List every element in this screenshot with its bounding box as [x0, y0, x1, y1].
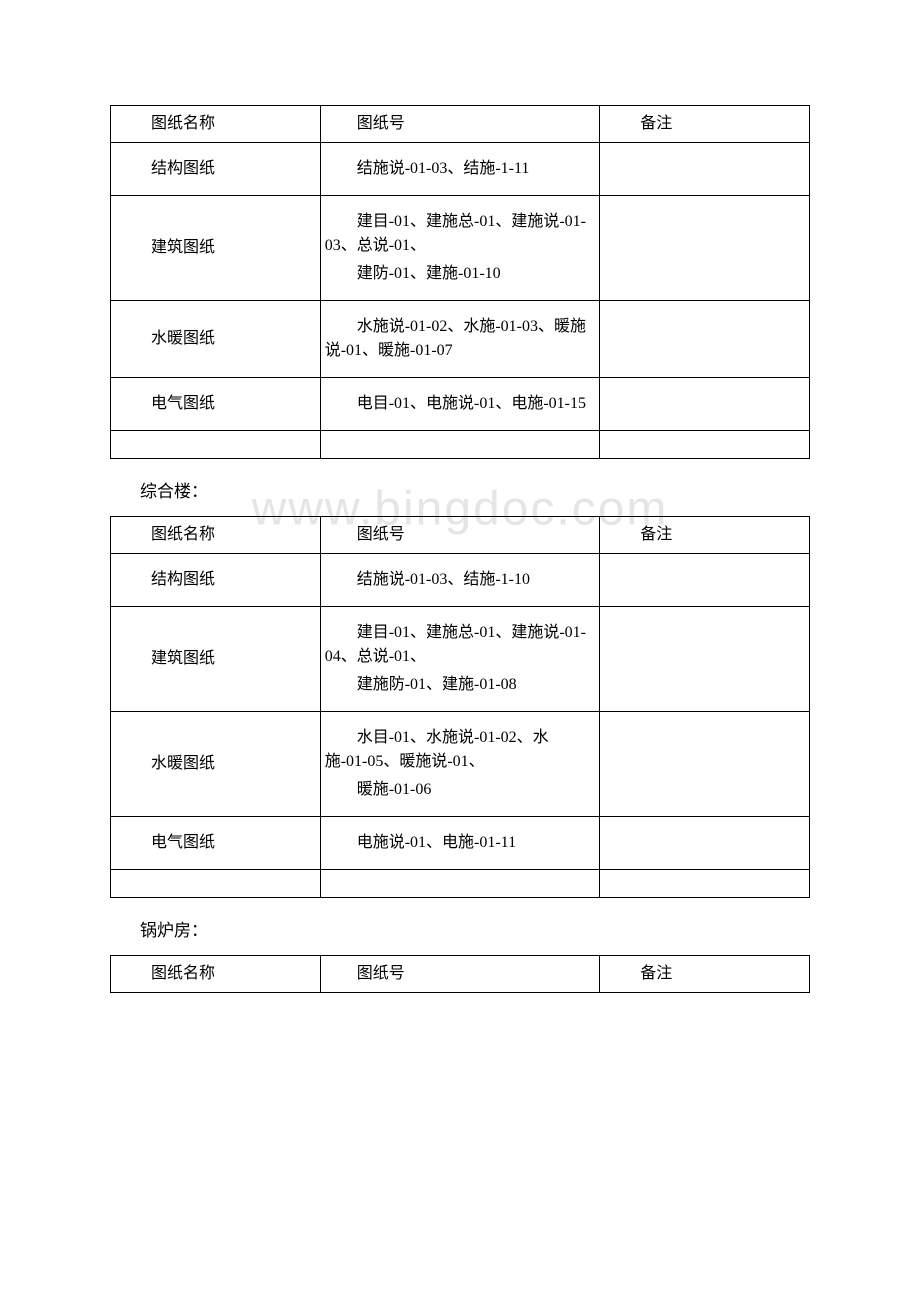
cell-number: 结施说-01-03、结施-1-10	[320, 554, 600, 607]
header-note: 备注	[600, 956, 810, 993]
cell-name: 结构图纸	[111, 143, 321, 196]
number-line: 水施说-01-02、水施-01-03、暖施说-01、暖施-01-07	[325, 315, 592, 363]
table-row: 水暖图纸 水施说-01-02、水施-01-03、暖施说-01、暖施-01-07	[111, 301, 810, 378]
cell-number: 电施说-01、电施-01-11	[320, 817, 600, 870]
number-line: 结施说-01-03、结施-1-11	[325, 157, 592, 181]
cell-number: 结施说-01-03、结施-1-11	[320, 143, 600, 196]
table-row: 电气图纸 电目-01、电施说-01、电施-01-15	[111, 378, 810, 431]
header-number: 图纸号	[320, 106, 600, 143]
header-number: 图纸号	[320, 956, 600, 993]
number-line: 建防-01、建施-01-10	[325, 262, 592, 286]
cell-empty	[111, 870, 321, 898]
number-line: 结施说-01-03、结施-1-10	[325, 568, 592, 592]
table-empty-row	[111, 431, 810, 459]
cell-name: 结构图纸	[111, 554, 321, 607]
cell-number: 水目-01、水施说-01-02、水施-01-05、暖施说-01、 暖施-01-0…	[320, 712, 600, 817]
cell-note	[600, 817, 810, 870]
cell-name: 建筑图纸	[111, 607, 321, 712]
header-name: 图纸名称	[111, 106, 321, 143]
cell-name: 电气图纸	[111, 378, 321, 431]
cell-empty	[600, 870, 810, 898]
cell-number: 建目-01、建施总-01、建施说-01-04、总说-01、 建施防-01、建施-…	[320, 607, 600, 712]
page-content: 图纸名称 图纸号 备注 结构图纸 结施说-01-03、结施-1-11 建筑图纸 …	[110, 105, 810, 993]
table-row: 水暖图纸 水目-01、水施说-01-02、水施-01-05、暖施说-01、 暖施…	[111, 712, 810, 817]
table-row: 结构图纸 结施说-01-03、结施-1-11	[111, 143, 810, 196]
cell-note	[600, 554, 810, 607]
drawings-table-3: 图纸名称 图纸号 备注	[110, 955, 810, 993]
header-note: 备注	[600, 517, 810, 554]
cell-name: 水暖图纸	[111, 712, 321, 817]
cell-number: 水施说-01-02、水施-01-03、暖施说-01、暖施-01-07	[320, 301, 600, 378]
number-line: 建施防-01、建施-01-08	[325, 673, 592, 697]
number-line: 建目-01、建施总-01、建施说-01-04、总说-01、	[325, 621, 592, 669]
table-header-row: 图纸名称 图纸号 备注	[111, 106, 810, 143]
header-name: 图纸名称	[111, 956, 321, 993]
cell-note	[600, 143, 810, 196]
number-line: 建目-01、建施总-01、建施说-01-03、总说-01、	[325, 210, 592, 258]
table-row: 结构图纸 结施说-01-03、结施-1-10	[111, 554, 810, 607]
cell-note	[600, 378, 810, 431]
table-header-row: 图纸名称 图纸号 备注	[111, 517, 810, 554]
cell-empty	[320, 870, 600, 898]
section-title-3: 锅炉房：	[110, 916, 810, 941]
cell-name: 电气图纸	[111, 817, 321, 870]
table-row: 建筑图纸 建目-01、建施总-01、建施说-01-04、总说-01、 建施防-0…	[111, 607, 810, 712]
table-empty-row	[111, 870, 810, 898]
table-header-row: 图纸名称 图纸号 备注	[111, 956, 810, 993]
cell-note	[600, 712, 810, 817]
cell-note	[600, 607, 810, 712]
section-title-2: 综合楼：	[110, 477, 810, 502]
cell-name: 水暖图纸	[111, 301, 321, 378]
number-line: 水目-01、水施说-01-02、水施-01-05、暖施说-01、	[325, 726, 592, 774]
cell-note	[600, 301, 810, 378]
cell-number: 建目-01、建施总-01、建施说-01-03、总说-01、 建防-01、建施-0…	[320, 196, 600, 301]
cell-number: 电目-01、电施说-01、电施-01-15	[320, 378, 600, 431]
cell-empty	[111, 431, 321, 459]
cell-empty	[320, 431, 600, 459]
number-line: 电目-01、电施说-01、电施-01-15	[325, 392, 592, 416]
cell-name: 建筑图纸	[111, 196, 321, 301]
number-line: 暖施-01-06	[325, 778, 592, 802]
drawings-table-2: 图纸名称 图纸号 备注 结构图纸 结施说-01-03、结施-1-10 建筑图纸 …	[110, 516, 810, 898]
table-row: 建筑图纸 建目-01、建施总-01、建施说-01-03、总说-01、 建防-01…	[111, 196, 810, 301]
number-line: 电施说-01、电施-01-11	[325, 831, 592, 855]
header-number: 图纸号	[320, 517, 600, 554]
header-name: 图纸名称	[111, 517, 321, 554]
cell-note	[600, 196, 810, 301]
drawings-table-1: 图纸名称 图纸号 备注 结构图纸 结施说-01-03、结施-1-11 建筑图纸 …	[110, 105, 810, 459]
header-note: 备注	[600, 106, 810, 143]
cell-empty	[600, 431, 810, 459]
table-row: 电气图纸 电施说-01、电施-01-11	[111, 817, 810, 870]
